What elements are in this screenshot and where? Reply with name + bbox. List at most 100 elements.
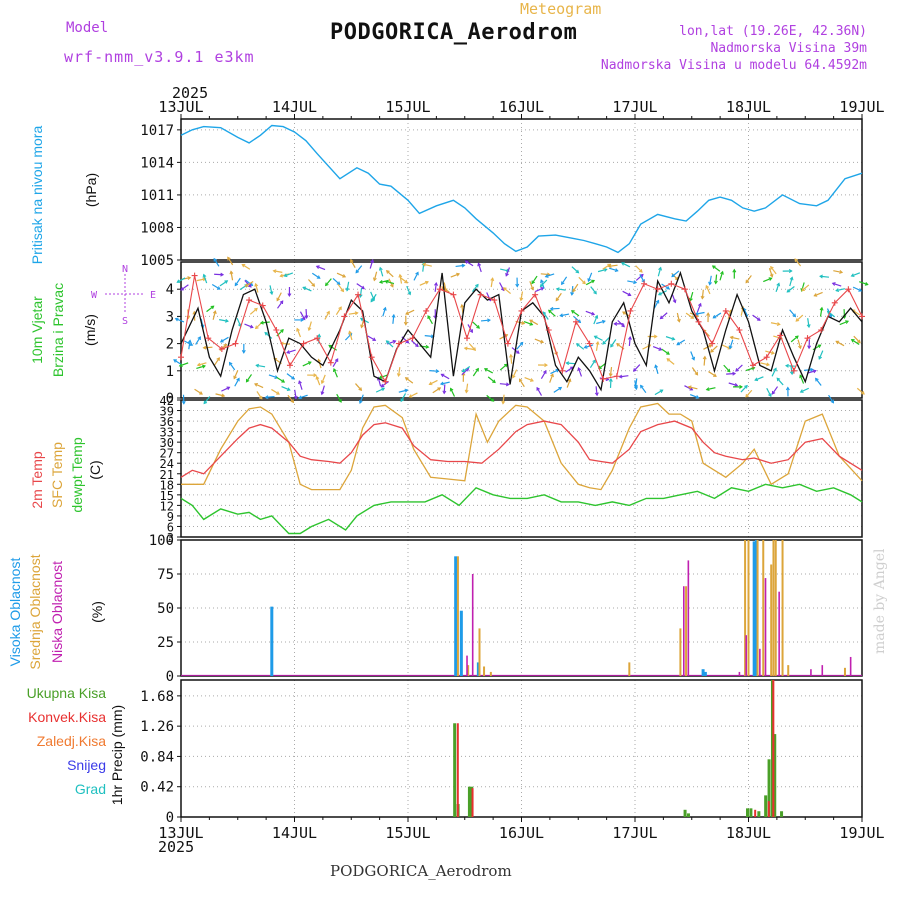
wind-arrow [424,335,434,338]
wind-arrow-head [812,369,817,374]
cloud-bar [456,556,459,676]
wind-arrow-head [338,399,342,403]
panels: 1005100810111014101701234369121518212427… [7,98,885,842]
wind-arrow-head [676,318,681,323]
wind-arrow-head [220,272,225,277]
wind-arrow-head [476,325,481,329]
wind-arrow-head [653,334,658,339]
wind-arrow-head [559,313,564,318]
wind-arrow-head [259,320,264,325]
wind-arrow-head [381,387,386,392]
wind-arrow [590,286,597,295]
wind-arrow [635,274,644,281]
wind-arrow-head [592,359,596,364]
wind-plus-marker [477,291,484,298]
wind-arrow [573,316,581,323]
precip-legend-item: Snijeg [67,757,106,773]
x-tick-label-top: 19JUL [839,98,884,116]
wind-arrow [386,340,394,348]
wind-arrow-head [227,256,231,261]
wind-arrow [484,368,494,374]
wind-plus-marker [859,313,865,320]
cloud-bar [738,671,741,676]
wind-arrow [264,332,273,339]
wind-arrow [566,378,571,388]
wind-arrow-head [587,278,592,283]
wind-arrow-head [784,363,789,368]
wind-arrow-head [244,283,249,287]
precip-legend-item: Grad [75,781,106,797]
cloud-bar [471,574,474,676]
wind-arrow-head [768,393,772,398]
wind-arrow [584,344,594,349]
wind-arrow [789,277,793,287]
wind-arrow [794,258,802,267]
wind-arrow-head [792,313,797,318]
wind-arrow [244,280,252,288]
wind-arrow-head [354,311,359,316]
y-tick-label: 25 [157,635,174,651]
panel-frame [180,399,863,538]
wind-plus-marker [750,362,757,369]
wind-arrow [468,343,476,351]
wind-arrow [487,376,496,384]
y-tick-label: 0.84 [140,749,174,765]
wind-arrow [405,377,414,384]
wind-arrow [260,321,270,324]
wind-arrow-head [807,345,812,350]
wind-arrow-head [835,288,840,293]
wind-arrow [597,268,607,273]
wind-arrow [627,280,637,284]
wind-arrow [206,305,215,313]
wind-arrow-head [582,280,586,285]
wind-arrow-head [555,287,560,292]
cloud-bar [483,666,486,676]
wind-arrow-head [542,311,547,316]
wind-arrow [405,309,415,315]
wind-arrow-head [570,292,575,296]
wind-arrow-head [773,367,777,372]
wind-arrow-head [404,279,409,284]
y-tick-label: 12 [160,499,174,513]
wind-arrow-head [326,310,330,315]
wind-arrow-head [173,359,177,363]
wind-plus-marker [327,359,334,366]
wind-arrow-head [575,269,580,274]
wind-arrow [244,323,254,329]
wind-arrow-head [254,307,258,312]
precip-bar [780,811,784,817]
wind-arrow-head [593,290,597,295]
cloud-bar [628,662,631,676]
wind-arrow [296,328,302,338]
wind-arrow [241,263,251,270]
wind-arrow-head [595,340,600,345]
wind-arrow [735,364,743,372]
wind-arrow [790,365,793,375]
wind-arrow-head [788,269,793,273]
wind-arrow-head [770,265,774,270]
wind-arrow [392,314,395,324]
wind-arrow [215,393,225,397]
cloud-bar [687,560,690,676]
wind-arrow [427,315,433,325]
wind-arrow-head [437,387,442,391]
wind-arrow-head [269,291,274,296]
wind-arrow [472,321,480,329]
wind-arrow [510,354,513,364]
model-label: Model [66,20,109,36]
wind-arrow [587,272,593,282]
wind-speed-line [180,270,863,392]
x-tick-label-top: 17JUL [612,98,657,116]
wind-arrow-head [264,395,269,400]
wind-arrow-head [219,338,224,343]
wind-arrow-head [732,371,737,376]
wind-arrow-head [408,394,413,398]
wind-arrow [480,319,491,322]
panel-frame [180,118,863,261]
wind-arrow [715,274,718,284]
wind-arrow-head [181,400,186,405]
pressure-unit-label: (hPa) [83,173,99,207]
wind-arrow-head [795,318,800,322]
wind-arrow [422,263,432,267]
